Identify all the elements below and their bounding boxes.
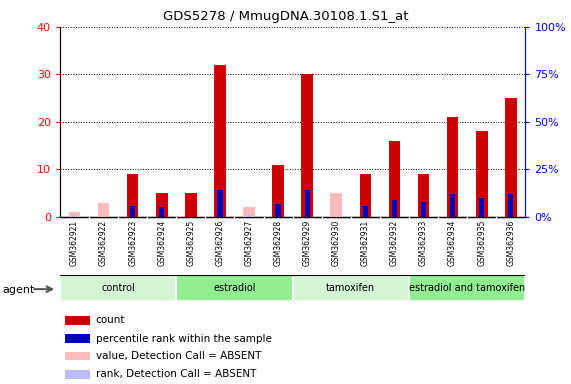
Bar <box>508 194 513 217</box>
Text: GSM362926: GSM362926 <box>215 220 224 266</box>
Bar <box>69 212 81 217</box>
Bar <box>392 200 397 217</box>
Bar <box>247 215 252 217</box>
Bar <box>72 215 77 217</box>
Bar <box>275 204 281 217</box>
Bar <box>476 131 488 217</box>
Bar <box>331 193 342 217</box>
Text: tamoxifen: tamoxifen <box>326 283 375 293</box>
Text: GSM362931: GSM362931 <box>361 220 370 266</box>
Bar <box>409 275 525 301</box>
Text: estradiol: estradiol <box>213 283 256 293</box>
Text: count: count <box>95 315 125 325</box>
Bar <box>159 207 164 217</box>
Bar <box>243 207 255 217</box>
Text: GSM362932: GSM362932 <box>390 220 399 266</box>
Text: GDS5278 / MmugDNA.30108.1.S1_at: GDS5278 / MmugDNA.30108.1.S1_at <box>163 10 408 23</box>
Text: GSM362924: GSM362924 <box>157 220 166 266</box>
Bar <box>389 141 400 217</box>
Bar <box>272 165 284 217</box>
Bar <box>214 65 226 217</box>
Text: value, Detection Call = ABSENT: value, Detection Call = ABSENT <box>95 351 261 361</box>
Text: rank, Detection Call = ABSENT: rank, Detection Call = ABSENT <box>95 369 256 379</box>
Bar <box>98 203 110 217</box>
Text: GSM362922: GSM362922 <box>99 220 108 266</box>
Text: control: control <box>101 283 135 293</box>
Bar <box>363 205 368 217</box>
Bar <box>304 190 310 217</box>
Bar <box>292 275 409 301</box>
Bar <box>65 370 90 379</box>
Bar <box>60 275 176 301</box>
Bar <box>301 74 313 217</box>
Text: agent: agent <box>3 285 35 295</box>
Bar <box>130 205 135 217</box>
Bar <box>418 174 429 217</box>
Text: estradiol and tamoxifen: estradiol and tamoxifen <box>409 283 525 293</box>
Text: GSM362921: GSM362921 <box>70 220 79 266</box>
Text: GSM362935: GSM362935 <box>477 220 486 266</box>
Bar <box>218 190 223 217</box>
Text: GSM362928: GSM362928 <box>274 220 283 266</box>
Bar <box>450 194 455 217</box>
Bar <box>156 193 167 217</box>
Bar <box>360 174 371 217</box>
Bar <box>505 98 517 217</box>
Bar <box>65 316 90 325</box>
Bar <box>65 334 90 343</box>
Bar <box>479 198 484 217</box>
Bar <box>447 117 459 217</box>
Text: GSM362933: GSM362933 <box>419 220 428 266</box>
Bar <box>421 202 426 217</box>
Bar <box>185 193 196 217</box>
Text: GSM362930: GSM362930 <box>332 220 341 266</box>
Text: GSM362929: GSM362929 <box>303 220 312 266</box>
Bar <box>176 275 292 301</box>
Bar <box>65 352 90 361</box>
Text: GSM362934: GSM362934 <box>448 220 457 266</box>
Text: GSM362923: GSM362923 <box>128 220 137 266</box>
Bar <box>127 174 139 217</box>
Text: percentile rank within the sample: percentile rank within the sample <box>95 334 271 344</box>
Text: GSM362936: GSM362936 <box>506 220 515 266</box>
Text: GSM362927: GSM362927 <box>244 220 254 266</box>
Text: GSM362925: GSM362925 <box>186 220 195 266</box>
